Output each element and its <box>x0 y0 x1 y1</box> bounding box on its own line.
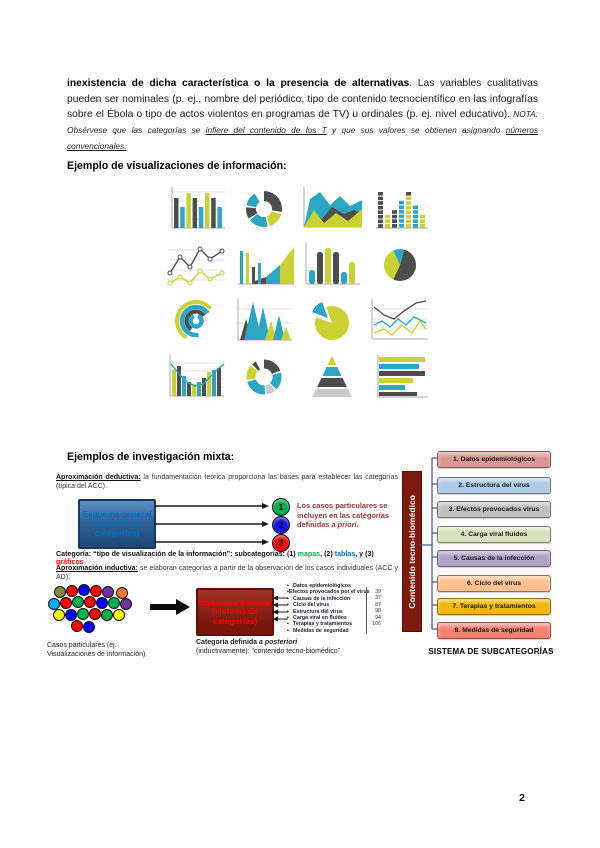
thumbnail-stacked-column-chart-icon <box>367 181 433 235</box>
bullet-item: ▪ Efectos provocados por el virus <box>287 589 370 596</box>
bullet-item: ▪ Causas de la infección <box>287 595 351 602</box>
thumbnail-rounded-column-chart-icon <box>299 237 365 291</box>
subcategory-item-8: 8. Medidas de seguridad <box>437 622 551 639</box>
mapas-label: mapas <box>297 550 321 558</box>
bullet-item: ▪ Carga viral en fluidos <box>287 615 347 622</box>
subcategory-item-5: 5. Causas de la infección <box>437 550 551 567</box>
viz-examples-heading: Ejemplo de visualizaciones de informació… <box>67 160 287 172</box>
inductive-bullet-list: ▪ Datos epidemiológicos ▪ Efectos provocad… <box>287 583 370 634</box>
thumbnail-peak-histogram-icon <box>231 293 297 347</box>
subcategory-item-7: 7. Terapias y tratamientos <box>437 598 551 615</box>
thumbnail-bar-trend-chart-icon <box>163 349 229 403</box>
caption-category: Categoría definida a posteriori (inducti… <box>196 639 340 655</box>
subcategory-item-3: 3. Efectos provocados virus <box>437 501 551 518</box>
inductive-paragraph: Aproximación inductiva: se elaboran cate… <box>56 565 398 581</box>
thumbnail-grouped-bar-chart-icon <box>163 181 229 235</box>
caption-cases: Casos particulares (ej. Visualizaciones … <box>47 642 146 658</box>
intro-body: . Las variables cualitativas pueden ser … <box>67 78 538 121</box>
bullet-item: ▪ Medidas de seguridad <box>287 627 349 634</box>
category-subcategories-line: Categoría: “tipo de visualización de la … <box>56 550 374 566</box>
thumbnail-exploded-pie-chart-icon <box>299 293 365 347</box>
deductive-paragraph: Aproximación deductiva: la fundamentació… <box>56 474 398 490</box>
bullet-item: ▪ Estructura del virus <box>287 608 343 615</box>
thumbnail-pyramid-chart-icon <box>299 349 365 403</box>
inductive-connectors <box>272 596 288 622</box>
thumbnail-radial-arc-chart-icon <box>163 293 229 347</box>
subcategory-item-1: 1. Datos epidemiológicos <box>437 451 551 468</box>
bullet-counts-column: 39 37 87 98 94 106 <box>372 589 381 628</box>
thumbnail-stacked-area-chart-icon <box>299 181 365 235</box>
deductive-arrows <box>154 503 269 545</box>
category-circle-2: 2 <box>272 516 290 534</box>
thumbnail-pareto-combo-chart-icon <box>231 237 297 291</box>
graficos-label: gráficos <box>56 558 84 566</box>
deductive-note: Los casos particulares se incluyen en la… <box>297 501 390 530</box>
bullet-item: ▪ Datos epidemiológicos <box>287 583 351 589</box>
thumbnail-pie-chart-icon <box>367 237 433 291</box>
deductive-scheme-box: Esquema general (sistema de categorías) <box>78 499 156 549</box>
bullet-item: ▪ Terapias y tratamientos <box>287 621 353 628</box>
subcategory-item-2: 2. Estructura del virus <box>437 477 551 494</box>
nota-text: NOTA: Obsérvese que las categorías se in… <box>67 109 538 151</box>
page-number: 2 <box>519 792 525 804</box>
thumbnail-line-chart-icon <box>163 237 229 291</box>
thumbnail-segmented-donut-chart-icon <box>231 349 297 403</box>
category-circle-1: 1 <box>272 498 290 516</box>
vertical-category-box: Contenido tecno-biomédico <box>402 471 422 632</box>
intro-paragraph: inexistencia de dicha característica o l… <box>67 76 538 154</box>
bullet-item: ▪ Ciclo del virus <box>287 602 330 609</box>
intro-lead-bold: inexistencia de dicha característica o l… <box>67 78 410 90</box>
big-arrow-icon <box>150 599 190 615</box>
cases-dots-illustration <box>48 584 132 633</box>
thumbnail-horizontal-bar-chart-icon <box>367 349 433 403</box>
subcategory-item-6: 6. Ciclo del virus <box>437 575 551 592</box>
thumbnail-donut-chart-icon <box>231 181 297 235</box>
thumbnail-multi-line-chart-icon <box>367 293 433 347</box>
subcategories-footer: SISTEMA DE SUBCATEGORÍAS <box>428 647 554 656</box>
inductive-scheme-box: Esquema general (sistema de categorías) <box>196 588 274 636</box>
tablas-label: tablas <box>334 550 356 558</box>
mixed-research-heading: Ejemplos de investigación mixta: <box>67 451 235 463</box>
subcategory-item-4: 4. Carga viral fluidos <box>437 526 551 543</box>
bullet-bracket-line <box>366 587 367 634</box>
chart-thumbnails-grid <box>163 181 435 403</box>
category-circle-3: 3 <box>272 534 290 552</box>
